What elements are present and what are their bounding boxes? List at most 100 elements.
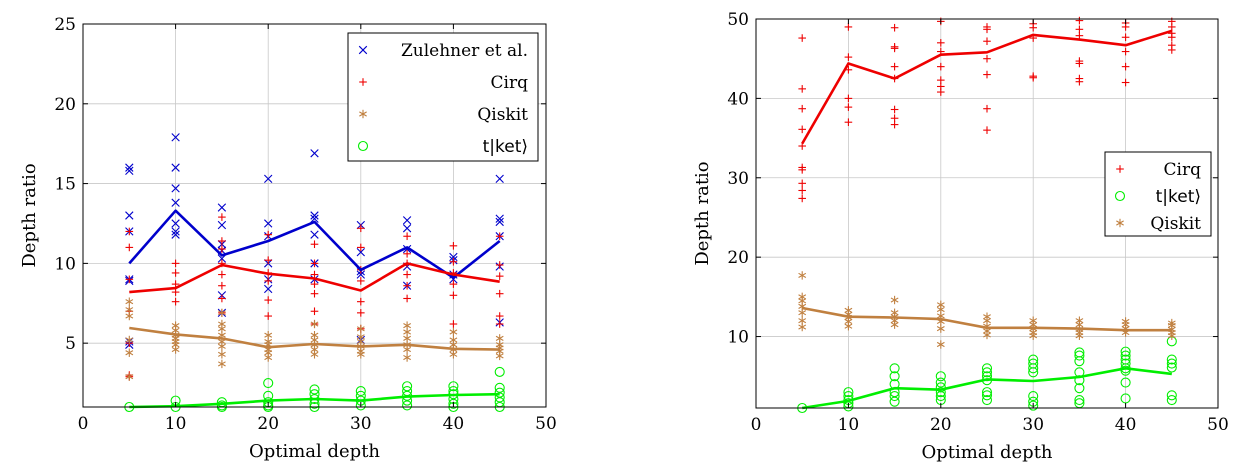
cirq-point	[264, 312, 272, 320]
x-tick-label: 30	[350, 414, 372, 434]
cirq-point	[983, 104, 991, 113]
cirq-point	[844, 118, 853, 127]
cirq-point	[1121, 78, 1130, 87]
zulehner-et-al-point	[356, 270, 365, 279]
t-ket-point	[981, 371, 993, 382]
qiskit-point	[217, 308, 226, 318]
t-ket-point	[981, 367, 993, 378]
cirq-point	[264, 277, 272, 285]
t-ket-point	[935, 391, 946, 402]
cirq-point	[218, 237, 226, 245]
cirq-point	[357, 309, 365, 317]
cirq-point	[983, 126, 991, 134]
t-ket-point	[1166, 395, 1177, 406]
cirq-point	[449, 320, 458, 328]
cirq-point	[1029, 23, 1037, 32]
t-ket-point	[1028, 363, 1039, 374]
x-tick-label: 10	[838, 415, 860, 435]
zulehner-et-al-point	[356, 248, 365, 257]
cirq-point	[403, 250, 411, 258]
t-ket-point	[981, 390, 993, 401]
cirq-point	[449, 257, 458, 266]
qiskit-point	[125, 348, 134, 357]
cirq-point	[403, 294, 411, 303]
x-axis-title: Optimal depth	[921, 442, 1052, 463]
cirq-point	[890, 105, 899, 114]
t-ket-point	[1120, 377, 1131, 388]
qiskit-point	[936, 340, 945, 349]
zulehner-et-al-point	[171, 184, 180, 193]
cirq-point	[844, 23, 853, 31]
y-tick-label: 20	[54, 95, 76, 115]
cirq-point	[449, 242, 458, 250]
zulehner-et-al-point	[449, 252, 458, 262]
cirq-point	[264, 296, 272, 304]
plot-frame	[755, 18, 1219, 409]
cirq-point	[1075, 59, 1084, 68]
cirq-point	[495, 272, 504, 280]
zulehner-et-al-point	[495, 214, 504, 223]
t-ket-point	[494, 387, 505, 398]
qiskit-point	[1167, 331, 1176, 340]
cirq-point	[495, 232, 504, 241]
qiskit-point	[495, 351, 504, 361]
cirq-point	[171, 288, 180, 296]
cirq-point	[983, 37, 991, 46]
t-ket-point	[1074, 356, 1085, 367]
zulehner-et-al-point	[310, 211, 319, 220]
cirq-point	[1075, 77, 1084, 86]
zulehner-et-al-point	[171, 227, 180, 236]
data-points	[797, 16, 1177, 414]
cirq-point	[1075, 16, 1084, 25]
t-ket-point	[1074, 350, 1085, 361]
qiskit-point	[890, 295, 899, 305]
cirq-point	[890, 120, 899, 129]
t-ket-legend-marker	[357, 140, 369, 152]
y-tick-label: 40	[727, 89, 749, 109]
cirq-point	[1168, 33, 1176, 42]
t-ket-point	[309, 384, 320, 395]
cirq-point	[495, 289, 504, 298]
x-tick-label: 20	[257, 414, 279, 434]
y-axis-title: Depth ratio	[19, 163, 40, 267]
qiskit-legend-label: Qiskit	[1150, 214, 1201, 234]
zulehner-et-al-mean-line	[128, 209, 501, 279]
cirq-point	[310, 289, 319, 298]
cirq-point	[171, 259, 180, 268]
cirq-point	[495, 261, 504, 269]
cirq-point	[798, 85, 806, 93]
t-ket-point	[889, 371, 900, 382]
t-ket-point	[402, 400, 413, 411]
qiskit-point	[936, 324, 945, 333]
cirq-point	[449, 280, 458, 288]
cirq-point	[218, 245, 226, 253]
x-tick-label: 30	[1022, 415, 1044, 435]
cirq-point	[310, 240, 319, 249]
y-tick-label: 20	[727, 248, 749, 268]
x-tick-label: 0	[78, 414, 89, 434]
y-tick-label: 25	[54, 15, 76, 35]
cirq-point	[357, 224, 365, 233]
qiskit-point	[890, 320, 899, 329]
plot-frame	[82, 23, 547, 408]
cirq-point	[1121, 47, 1130, 56]
cirq-point	[310, 259, 319, 268]
qiskit-point	[983, 330, 991, 340]
cirq-point	[937, 62, 945, 71]
zulehner-et-al-point	[310, 230, 319, 239]
t-ket-legend-marker	[1114, 190, 1126, 202]
y-tick-label: 10	[54, 254, 76, 274]
t-ket-point	[1120, 346, 1131, 357]
y-tick-label: 50	[727, 10, 749, 30]
t-ket-mean-line	[129, 392, 500, 409]
qiskit-legend-marker	[1116, 218, 1124, 228]
t-ket-point	[1166, 358, 1177, 369]
cirq-point	[890, 62, 899, 71]
legend-box	[347, 32, 539, 162]
cirq-mean-line	[801, 29, 1173, 145]
qiskit-point	[356, 350, 365, 359]
zulehner-et-al-point	[402, 224, 412, 233]
qiskit-point	[217, 342, 226, 351]
zulehner-et-al-legend-marker	[358, 45, 368, 55]
t-ket-point	[843, 387, 854, 398]
